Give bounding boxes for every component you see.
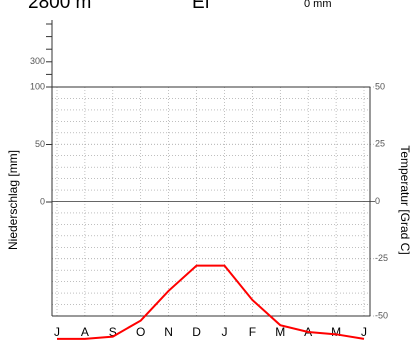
x-tick-label: J xyxy=(54,325,60,339)
x-tick-label: D xyxy=(192,325,201,339)
y2-tick-label: 0 xyxy=(375,196,380,206)
y-axis-label: Niederschlag [mm] xyxy=(6,150,20,250)
y2-axis-label: Temperatur [Grad C] xyxy=(398,145,412,254)
x-tick-label: J xyxy=(361,325,367,339)
y-tick-label: 100 xyxy=(30,81,45,91)
temperature-line xyxy=(57,264,365,340)
x-tick-label: A xyxy=(81,325,89,339)
y-tick-label: 300 xyxy=(30,56,45,66)
x-tick-label: S xyxy=(109,325,117,339)
climate-class: Ef xyxy=(192,0,211,13)
x-tick-label: M xyxy=(331,325,341,339)
x-tick-label: F xyxy=(249,325,256,339)
y2-tick-label: 25 xyxy=(375,139,385,149)
y2-tick-label: -25 xyxy=(375,253,388,263)
y2-tick-label: -50 xyxy=(375,310,388,320)
x-tick-label: N xyxy=(164,325,173,339)
x-tick-label: M xyxy=(275,325,285,339)
annual-precipitation: 0 mm xyxy=(304,0,332,10)
y2-tick-label: 50 xyxy=(375,81,385,91)
x-tick-label: J xyxy=(221,325,227,339)
altitude: 2800 m xyxy=(28,0,91,13)
y-tick-label: 50 xyxy=(35,139,45,149)
x-tick-label: O xyxy=(136,325,145,339)
y-tick-label: 0 xyxy=(40,196,45,206)
